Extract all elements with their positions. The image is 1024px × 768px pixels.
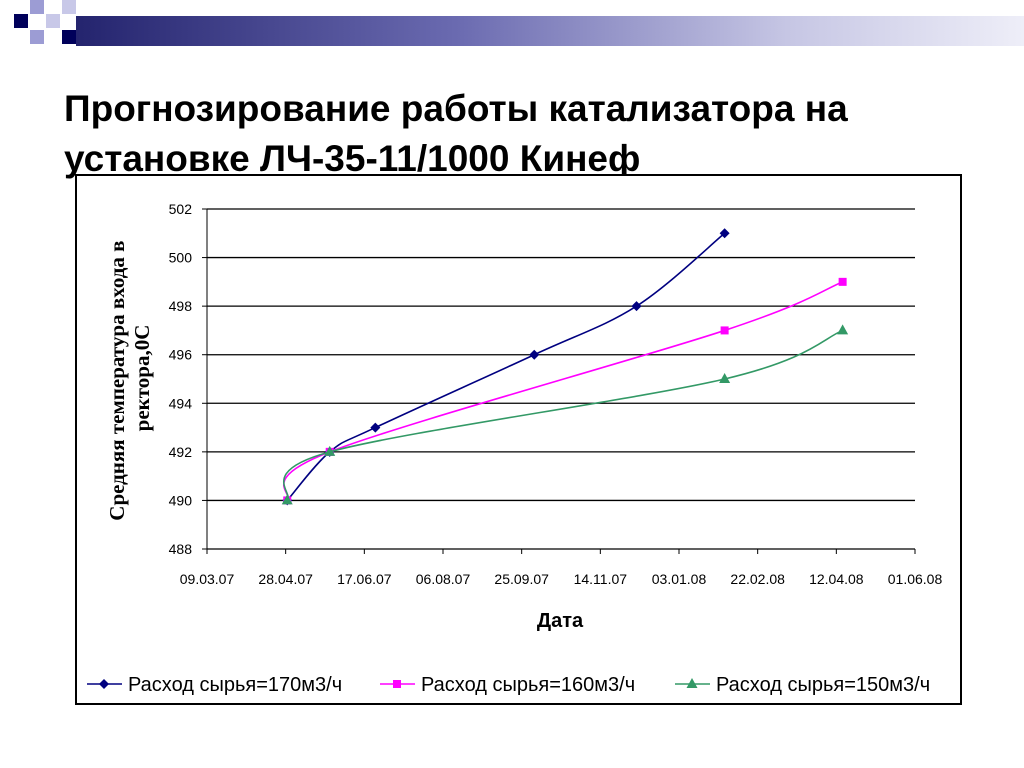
x-tick-label: 22.02.08: [730, 571, 785, 587]
series-line: [283, 281, 843, 501]
slide-title-line2: установке ЛЧ-35-11/1000 Кинеф: [64, 138, 641, 179]
legend: Расход сырья=170м3/ч Расход сырья=160м3/ч…: [87, 674, 930, 696]
data-point: [393, 680, 401, 688]
x-tick-label: 09.03.07: [180, 571, 235, 587]
data-point: [631, 301, 642, 312]
y-axis-title: Средняя температура входа в ректора,0С: [105, 235, 154, 520]
x-tick-label: 17.06.07: [337, 571, 392, 587]
deco-square: [30, 30, 44, 44]
data-point: [99, 679, 109, 689]
x-tick-label: 01.06.08: [888, 571, 943, 587]
x-tick-label: 28.04.07: [258, 571, 313, 587]
tick-labels: 488 490 492 494 496 498 500 502 09.03.07 28.04.07…: [169, 201, 943, 587]
series-group: [281, 228, 849, 506]
data-point: [281, 494, 293, 505]
data-point: [686, 678, 698, 688]
deco-square: [14, 14, 28, 28]
y-tick-label: 502: [169, 201, 193, 217]
x-tick-label: 25.09.07: [494, 571, 549, 587]
data-point: [837, 324, 849, 335]
data-point: [838, 277, 847, 286]
series-line: [286, 232, 726, 501]
axes: [202, 208, 916, 554]
slide-title: Прогнозирование работы катализатора на у…: [64, 84, 964, 184]
x-tick-label: 03.01.08: [652, 571, 707, 587]
y-tick-label: 494: [169, 395, 193, 411]
y-tick-label: 496: [169, 347, 193, 363]
deco-square: [30, 0, 44, 14]
data-point: [719, 373, 731, 383]
x-axis-title: Дата: [537, 610, 584, 632]
data-point: [719, 228, 730, 239]
series-line: [283, 329, 843, 501]
x-tick-label: 06.08.07: [416, 571, 471, 587]
legend-label: Расход сырья=170м3/ч: [128, 674, 342, 696]
legend-label: Расход сырья=150м3/ч: [716, 674, 930, 696]
deco-square: [62, 30, 76, 44]
y-axis-title-line2: ректора,0С: [130, 325, 154, 432]
deco-square: [62, 0, 76, 14]
x-tick-label: 12.04.08: [809, 571, 864, 587]
y-tick-label: 498: [169, 298, 193, 314]
y-tick-label: 490: [169, 492, 193, 508]
legend-label: Расход сырья=160м3/ч: [421, 674, 635, 696]
data-point: [720, 326, 729, 335]
y-tick-label: 488: [169, 541, 193, 557]
x-tick-label: 14.11.07: [574, 571, 628, 587]
data-point: [529, 349, 540, 360]
y-axis-title-line1: Средняя температура входа в: [105, 241, 129, 521]
deco-bar: [76, 16, 1024, 46]
data-point: [370, 422, 381, 433]
y-tick-label: 500: [169, 250, 193, 266]
slide-title-line1: Прогнозирование работы катализатора на: [64, 88, 848, 129]
y-tick-label: 492: [169, 444, 193, 460]
data-point: [324, 445, 336, 456]
deco-square: [46, 14, 60, 28]
corner-decoration: [0, 0, 1024, 60]
chart-frame: [75, 174, 962, 705]
